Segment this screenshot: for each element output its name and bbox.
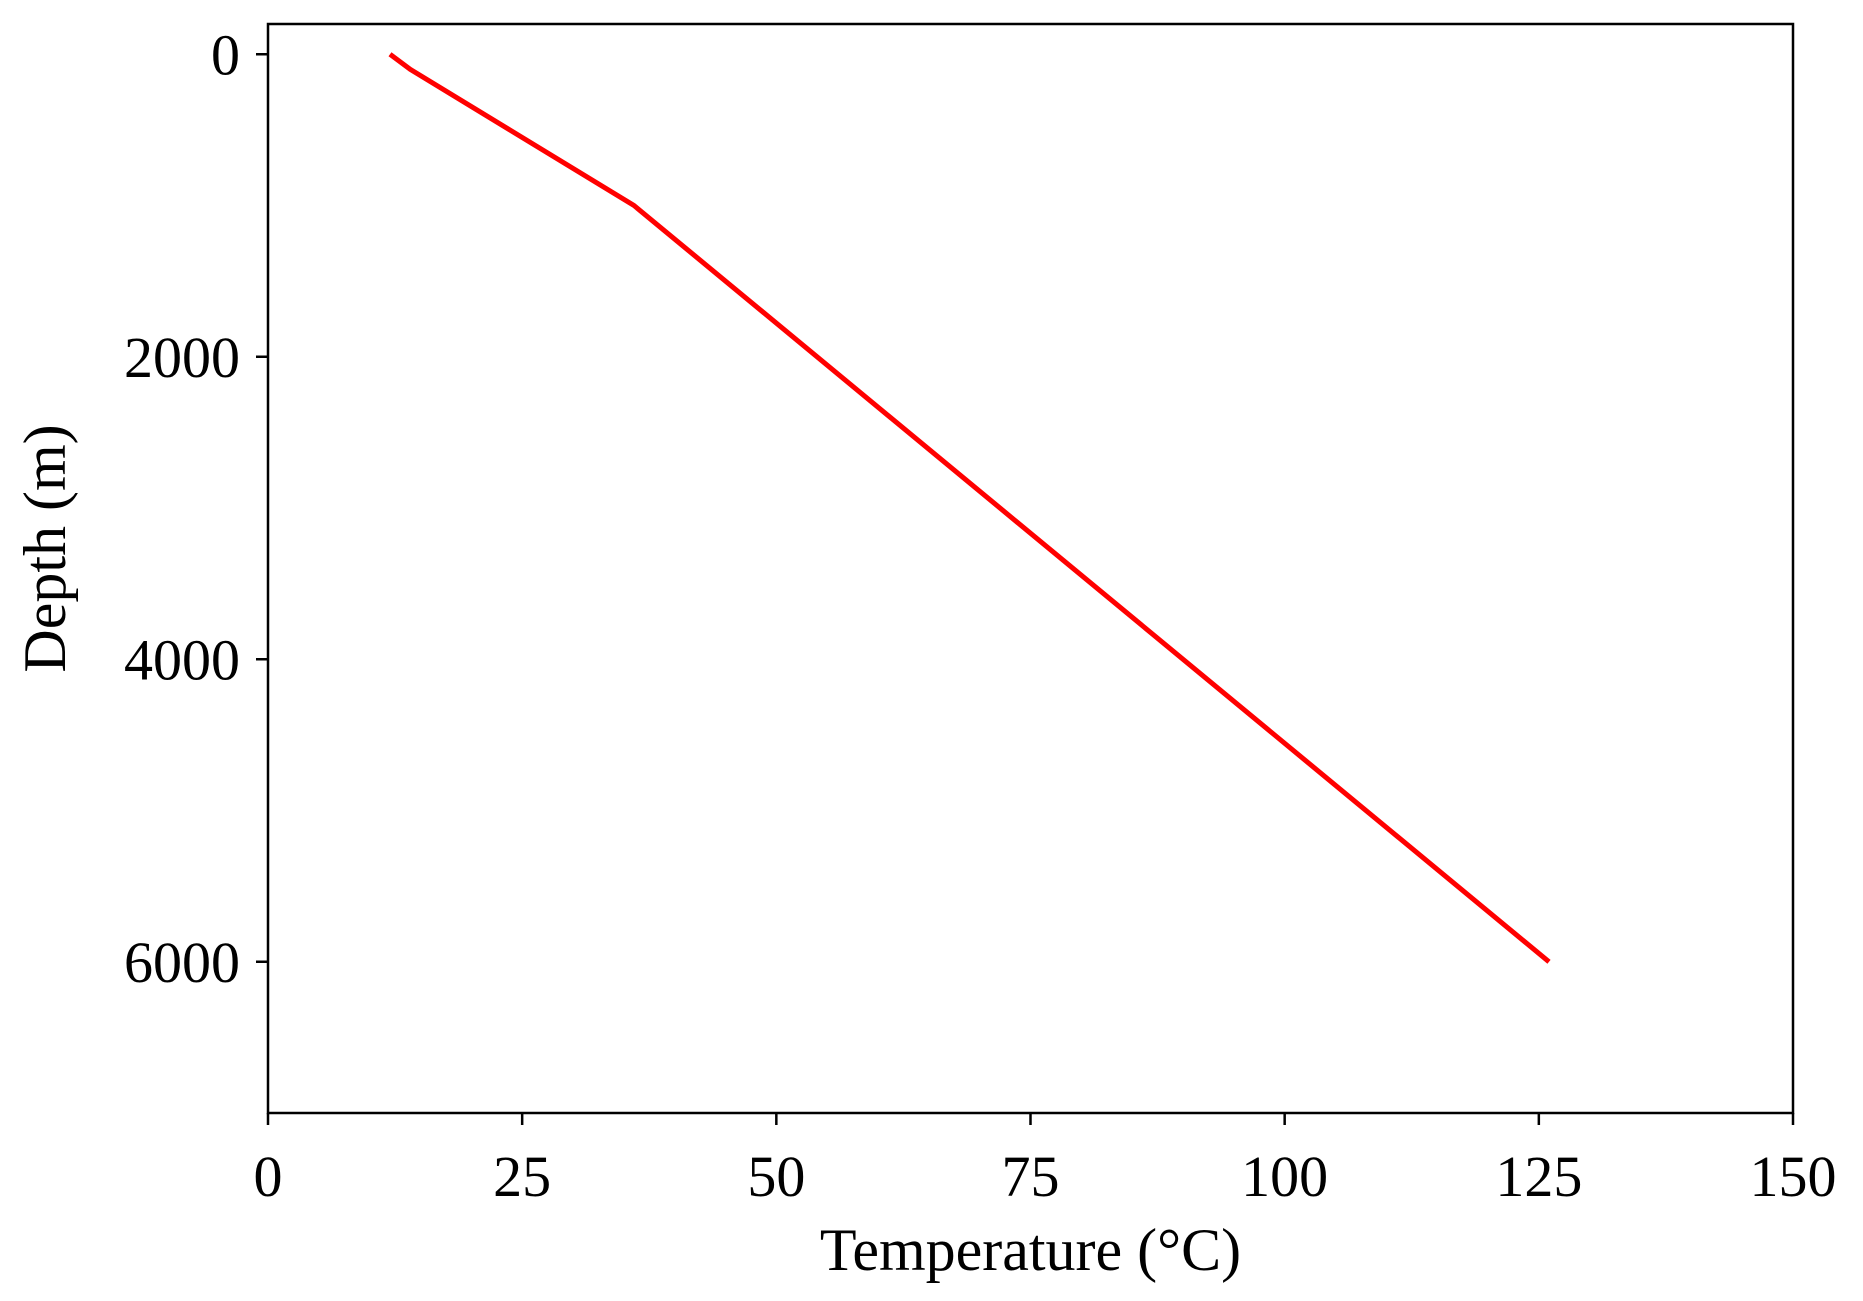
x-axis-label: Temperature (°C) bbox=[820, 1217, 1241, 1283]
series-layer bbox=[388, 52, 1551, 964]
x-tick-label: 100 bbox=[1241, 1144, 1328, 1209]
x-tick-label: 75 bbox=[1002, 1144, 1060, 1209]
y-tick-label: 4000 bbox=[124, 627, 240, 692]
x-tick-label: 50 bbox=[747, 1144, 805, 1209]
y-tick-label: 2000 bbox=[124, 325, 240, 390]
plot-frame-layer bbox=[266, 22, 1795, 1115]
temperature-depth-line bbox=[388, 52, 1551, 964]
x-tick-label: 25 bbox=[493, 1144, 551, 1209]
x-tick-label: 125 bbox=[1495, 1144, 1582, 1209]
y-tick-label: 0 bbox=[211, 22, 240, 87]
y-tick-label: 6000 bbox=[124, 930, 240, 995]
y-axis: 0 2000 4000 6000 bbox=[124, 22, 268, 995]
x-tick-label: 0 bbox=[254, 1144, 283, 1209]
x-tick-label: 150 bbox=[1750, 1144, 1837, 1209]
plot-frame bbox=[266, 22, 1795, 1115]
y-axis-label: Depth (m) bbox=[12, 424, 78, 672]
x-axis: 0 25 50 75 100 125 150 bbox=[254, 1113, 1837, 1209]
